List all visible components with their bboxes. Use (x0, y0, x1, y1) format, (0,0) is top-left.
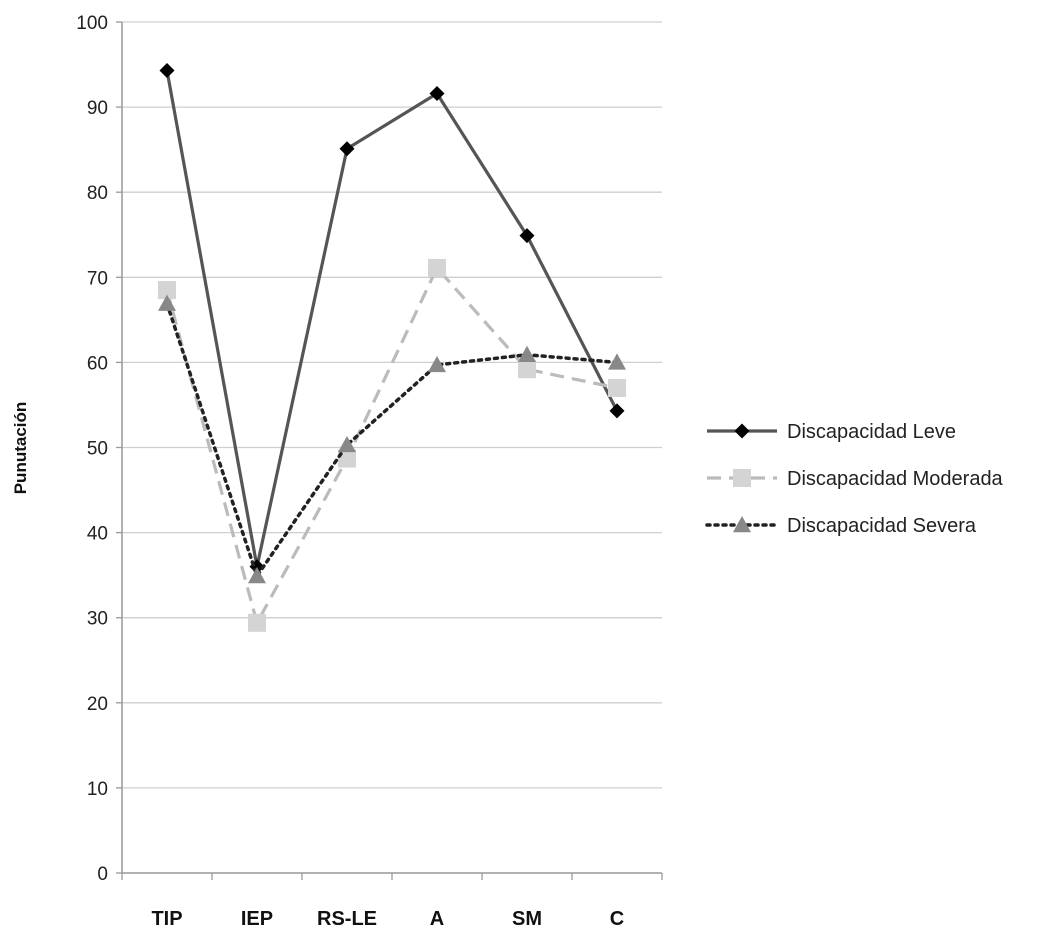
series-line (165, 70, 619, 569)
data-point (428, 258, 446, 277)
data-point (248, 613, 266, 632)
y-tick-label: 90 (87, 98, 108, 119)
y-tick-label: 0 (97, 864, 108, 885)
y-tick-label: 80 (87, 183, 108, 204)
data-point (608, 378, 626, 397)
data-point (608, 353, 626, 370)
y-axis-ticks: 0 10 20 30 40 50 60 70 80 90 100 (76, 13, 122, 885)
x-tick-label: IEP (241, 908, 273, 930)
legend-label: Discapacidad Moderada (787, 468, 1004, 490)
data-point (158, 294, 176, 311)
x-tick-label: RS-LE (317, 908, 377, 930)
data-point (428, 355, 446, 373)
x-tick-label: TIP (151, 908, 182, 930)
y-tick-label: 40 (87, 524, 108, 545)
data-point (518, 345, 536, 362)
data-point (159, 63, 175, 79)
series-discapacidad-severa (158, 294, 626, 584)
data-point (609, 403, 625, 419)
data-point (248, 567, 266, 584)
y-tick-label: 10 (87, 779, 108, 800)
y-tick-label: 60 (87, 353, 108, 374)
data-point (518, 360, 536, 379)
data-point (158, 281, 176, 300)
legend-item: Discapacidad Leve (707, 421, 956, 443)
y-tick-label: 100 (76, 13, 108, 34)
y-tick-label: 30 (87, 609, 108, 630)
y-axis-title: Punutación (11, 402, 30, 495)
y-tick-label: 70 (87, 268, 108, 289)
data-point (338, 435, 356, 453)
data-point (429, 85, 445, 101)
legend-marker (733, 516, 751, 533)
legend: Discapacidad Leve Discapacidad Moderada Di… (705, 421, 1004, 537)
legend-label: Discapacidad Severa (787, 515, 977, 537)
series-group (158, 63, 626, 632)
data-point (339, 141, 355, 157)
series-line (165, 266, 618, 625)
x-axis-ticks: TIP IEP RS-LE A SM C (121, 873, 663, 930)
y-tick-label: 20 (87, 694, 108, 715)
data-point (519, 228, 535, 244)
legend-marker (733, 469, 751, 487)
x-tick-label: C (610, 908, 624, 930)
legend-item: Discapacidad Severa (705, 515, 977, 537)
legend-item: Discapacidad Moderada (707, 468, 1004, 490)
series-discapacidad-moderada (158, 258, 626, 632)
legend-label: Discapacidad Leve (787, 421, 956, 443)
legend-marker (734, 423, 750, 439)
series-line (165, 301, 619, 578)
x-tick-label: SM (512, 908, 542, 930)
y-tick-label: 50 (87, 439, 108, 460)
series-discapacidad-leve (159, 63, 625, 575)
x-tick-label: A (430, 908, 444, 930)
